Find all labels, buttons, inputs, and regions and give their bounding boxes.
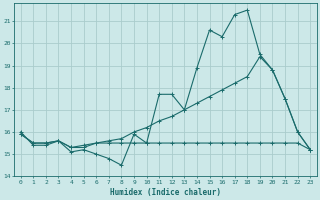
X-axis label: Humidex (Indice chaleur): Humidex (Indice chaleur) xyxy=(110,188,221,197)
